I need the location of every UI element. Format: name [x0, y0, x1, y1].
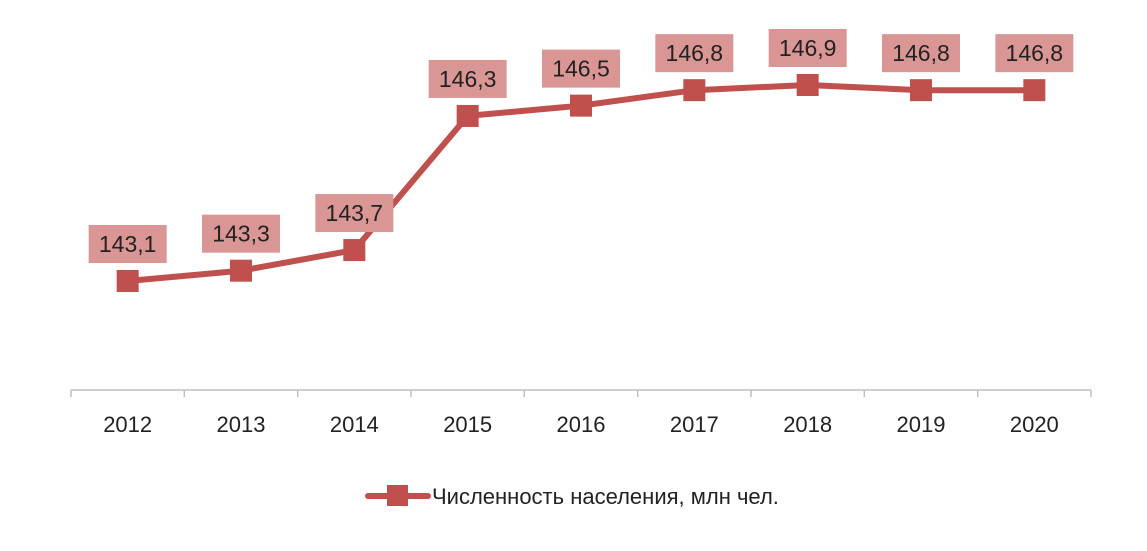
data-label-box	[428, 59, 507, 98]
data-label-box	[995, 34, 1074, 73]
series-marker-layer	[116, 74, 1046, 292]
x-tick-label: 2018	[783, 412, 832, 437]
data-point-marker	[570, 94, 592, 117]
data-point-marker	[796, 74, 819, 96]
data-point-marker	[343, 239, 366, 262]
x-tick-label: 2020	[1010, 412, 1059, 437]
data-label: 146,9	[779, 35, 837, 61]
data-label: 143,7	[326, 200, 384, 226]
data-label: 146,5	[552, 56, 610, 82]
data-label-box	[882, 34, 960, 73]
data-point-marker	[1023, 79, 1046, 102]
data-label: 146,8	[1006, 40, 1064, 66]
data-label-box	[542, 49, 620, 88]
data-label: 146,8	[666, 40, 724, 66]
data-label-box	[655, 34, 734, 73]
x-tick-label: 2015	[443, 412, 492, 437]
data-point-marker	[683, 79, 706, 102]
data-label-layer: 143,1 143,3 143,7 146,3 146,5 146,8 146,9 146,8…	[88, 29, 1074, 263]
legend: Численность населения, млн чел.	[365, 484, 779, 509]
data-label: 146,3	[439, 66, 497, 92]
data-point-marker	[456, 104, 479, 127]
data-label: 146,8	[892, 40, 950, 66]
legend-label: Численность населения, млн чел.	[432, 484, 779, 509]
data-label: 143,3	[212, 221, 270, 247]
data-label-box	[88, 225, 167, 263]
legend-marker-swatch	[387, 485, 408, 506]
x-tick-label: 2012	[103, 412, 152, 437]
x-tick-label: 2019	[897, 412, 946, 437]
x-tick-label: 2016	[557, 412, 606, 437]
x-tick-label: 2017	[670, 412, 719, 437]
data-label: 143,1	[99, 231, 157, 257]
x-tick-label: 2013	[217, 412, 266, 437]
data-point-marker	[910, 79, 932, 102]
data-label-box	[315, 194, 394, 233]
data-point-marker	[116, 270, 139, 292]
data-label-box	[202, 214, 280, 253]
data-point-marker	[230, 259, 252, 282]
x-axis: 2012 2013 2014 2015 2016 2017 2018 2019 2020	[70, 389, 1092, 437]
x-tick-label: 2014	[330, 412, 379, 437]
data-label-box	[768, 29, 847, 67]
